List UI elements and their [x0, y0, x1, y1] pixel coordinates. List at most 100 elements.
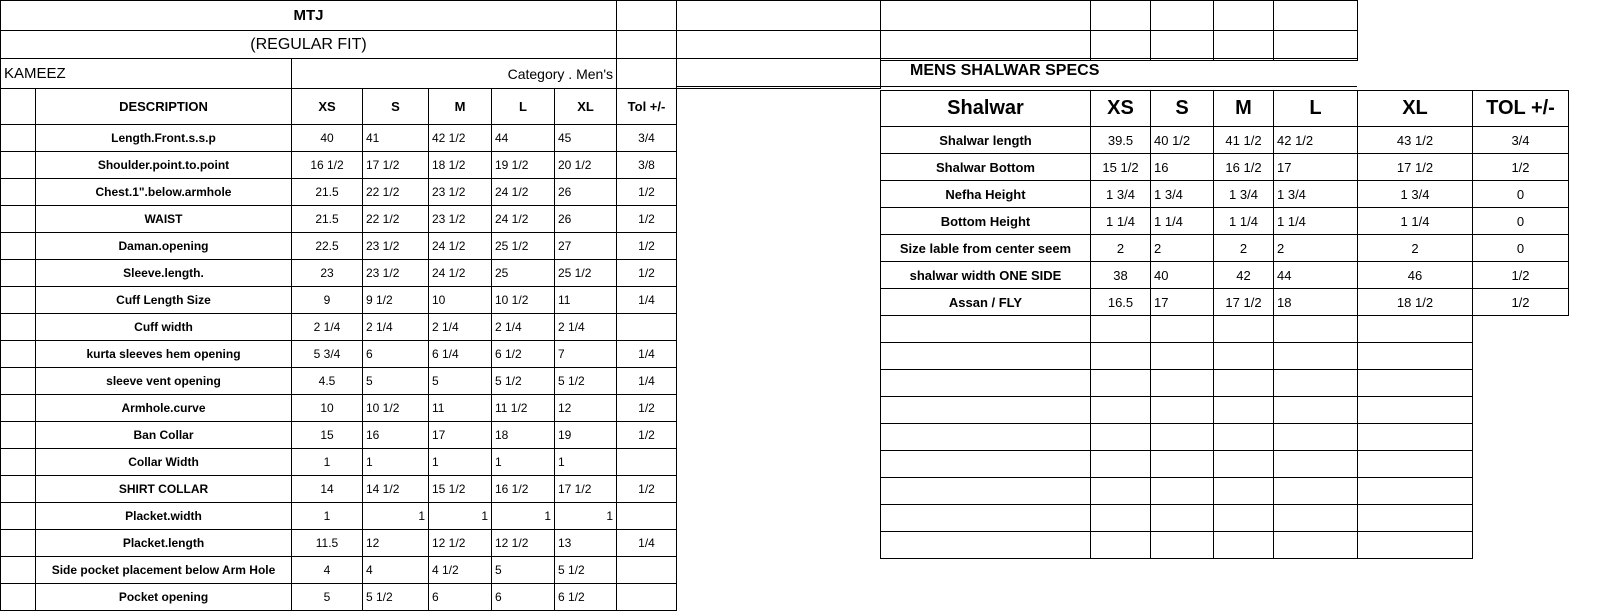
cell[interactable] — [1150, 423, 1214, 451]
row-value: 17 — [1150, 288, 1214, 316]
row-value: 42 1/2 — [1273, 126, 1358, 154]
cell[interactable] — [1090, 531, 1151, 559]
cell[interactable] — [0, 124, 36, 152]
cell[interactable] — [880, 396, 1091, 424]
cell[interactable] — [0, 286, 36, 314]
cell[interactable] — [0, 556, 36, 584]
row-value: 5 1/2 — [554, 556, 617, 584]
cell[interactable] — [1150, 369, 1214, 397]
row-value: 1/2 — [1472, 261, 1569, 289]
cell[interactable] — [880, 423, 1091, 451]
cell[interactable] — [1090, 342, 1151, 370]
row-description: SHIRT COLLAR — [35, 475, 292, 503]
cell[interactable] — [1213, 315, 1274, 343]
cell[interactable] — [1357, 342, 1473, 370]
row-value: 25 — [491, 259, 555, 287]
row-value: 5 1/2 — [491, 367, 555, 395]
cell[interactable] — [1357, 369, 1473, 397]
cell[interactable] — [0, 421, 36, 449]
cell[interactable] — [1150, 477, 1214, 505]
kameez-section-label: KAMEEZ — [0, 58, 292, 89]
cell[interactable] — [0, 367, 36, 395]
row-description: Cuff width — [35, 313, 292, 341]
cell[interactable] — [0, 259, 36, 287]
cell[interactable] — [1090, 504, 1151, 532]
cell[interactable] — [880, 369, 1091, 397]
cell[interactable] — [0, 232, 36, 260]
cell[interactable] — [1273, 369, 1358, 397]
cell[interactable] — [0, 178, 36, 206]
cell[interactable] — [1357, 315, 1473, 343]
cell[interactable] — [616, 0, 677, 31]
cell[interactable] — [1090, 369, 1151, 397]
cell[interactable] — [1273, 450, 1358, 478]
cell[interactable] — [1357, 477, 1473, 505]
shalwar-header-0: Shalwar — [880, 90, 1091, 127]
cell[interactable] — [1213, 504, 1274, 532]
table-row: Shalwar length 39.5 40 1/2 41 1/2 42 1/2 43 1… — [880, 126, 1569, 154]
cell[interactable] — [1090, 423, 1151, 451]
cell[interactable] — [676, 58, 881, 89]
cell[interactable] — [1357, 396, 1473, 424]
cell[interactable] — [1090, 396, 1151, 424]
cell[interactable] — [0, 583, 36, 611]
cell[interactable] — [0, 448, 36, 476]
cell[interactable] — [1273, 477, 1358, 505]
cell[interactable] — [0, 151, 36, 179]
cell[interactable] — [1213, 450, 1274, 478]
row-value: 5 — [491, 556, 555, 584]
cell[interactable] — [1090, 477, 1151, 505]
cell[interactable] — [880, 450, 1091, 478]
cell[interactable] — [1273, 504, 1358, 532]
cell[interactable] — [1213, 369, 1274, 397]
cell[interactable] — [0, 529, 36, 557]
cell[interactable] — [1090, 450, 1151, 478]
cell[interactable] — [1357, 450, 1473, 478]
cell[interactable] — [1273, 531, 1358, 559]
cell[interactable] — [880, 315, 1091, 343]
row-value: 16 — [1150, 153, 1214, 181]
cell[interactable] — [1150, 450, 1214, 478]
cell[interactable] — [1090, 315, 1151, 343]
cell[interactable] — [0, 475, 36, 503]
cell[interactable] — [616, 30, 677, 59]
cell[interactable] — [1273, 342, 1358, 370]
row-value: 38 — [1090, 261, 1151, 289]
cell[interactable] — [1273, 423, 1358, 451]
cell[interactable] — [1357, 531, 1473, 559]
cell[interactable] — [1213, 423, 1274, 451]
cell[interactable] — [1150, 396, 1214, 424]
row-value: 1/2 — [616, 232, 677, 260]
cell[interactable] — [1213, 342, 1274, 370]
cell[interactable] — [1273, 315, 1358, 343]
cell[interactable] — [0, 394, 36, 422]
cell[interactable] — [1150, 315, 1214, 343]
cell[interactable] — [676, 0, 881, 31]
cell[interactable] — [880, 342, 1091, 370]
cell[interactable] — [1213, 531, 1274, 559]
row-value: 4 — [291, 556, 363, 584]
cell[interactable] — [1213, 396, 1274, 424]
cell[interactable] — [1150, 504, 1214, 532]
cell[interactable] — [1357, 504, 1473, 532]
cell[interactable] — [1273, 396, 1358, 424]
row-value: 6 1/2 — [554, 583, 617, 611]
cell[interactable] — [0, 205, 36, 233]
row-value: 40 — [1150, 261, 1214, 289]
cell[interactable] — [1213, 477, 1274, 505]
cell[interactable] — [676, 30, 881, 59]
cell[interactable] — [1150, 342, 1214, 370]
row-value: 3/8 — [616, 151, 677, 179]
cell[interactable] — [616, 58, 677, 89]
cell[interactable] — [0, 313, 36, 341]
row-description: Placket.width — [35, 502, 292, 530]
cell[interactable] — [0, 502, 36, 530]
row-value: 18 — [491, 421, 555, 449]
cell[interactable] — [880, 531, 1091, 559]
cell[interactable] — [1357, 423, 1473, 451]
cell[interactable] — [880, 504, 1091, 532]
cell[interactable] — [880, 477, 1091, 505]
cell[interactable] — [0, 88, 36, 125]
cell[interactable] — [1150, 531, 1214, 559]
cell[interactable] — [0, 340, 36, 368]
